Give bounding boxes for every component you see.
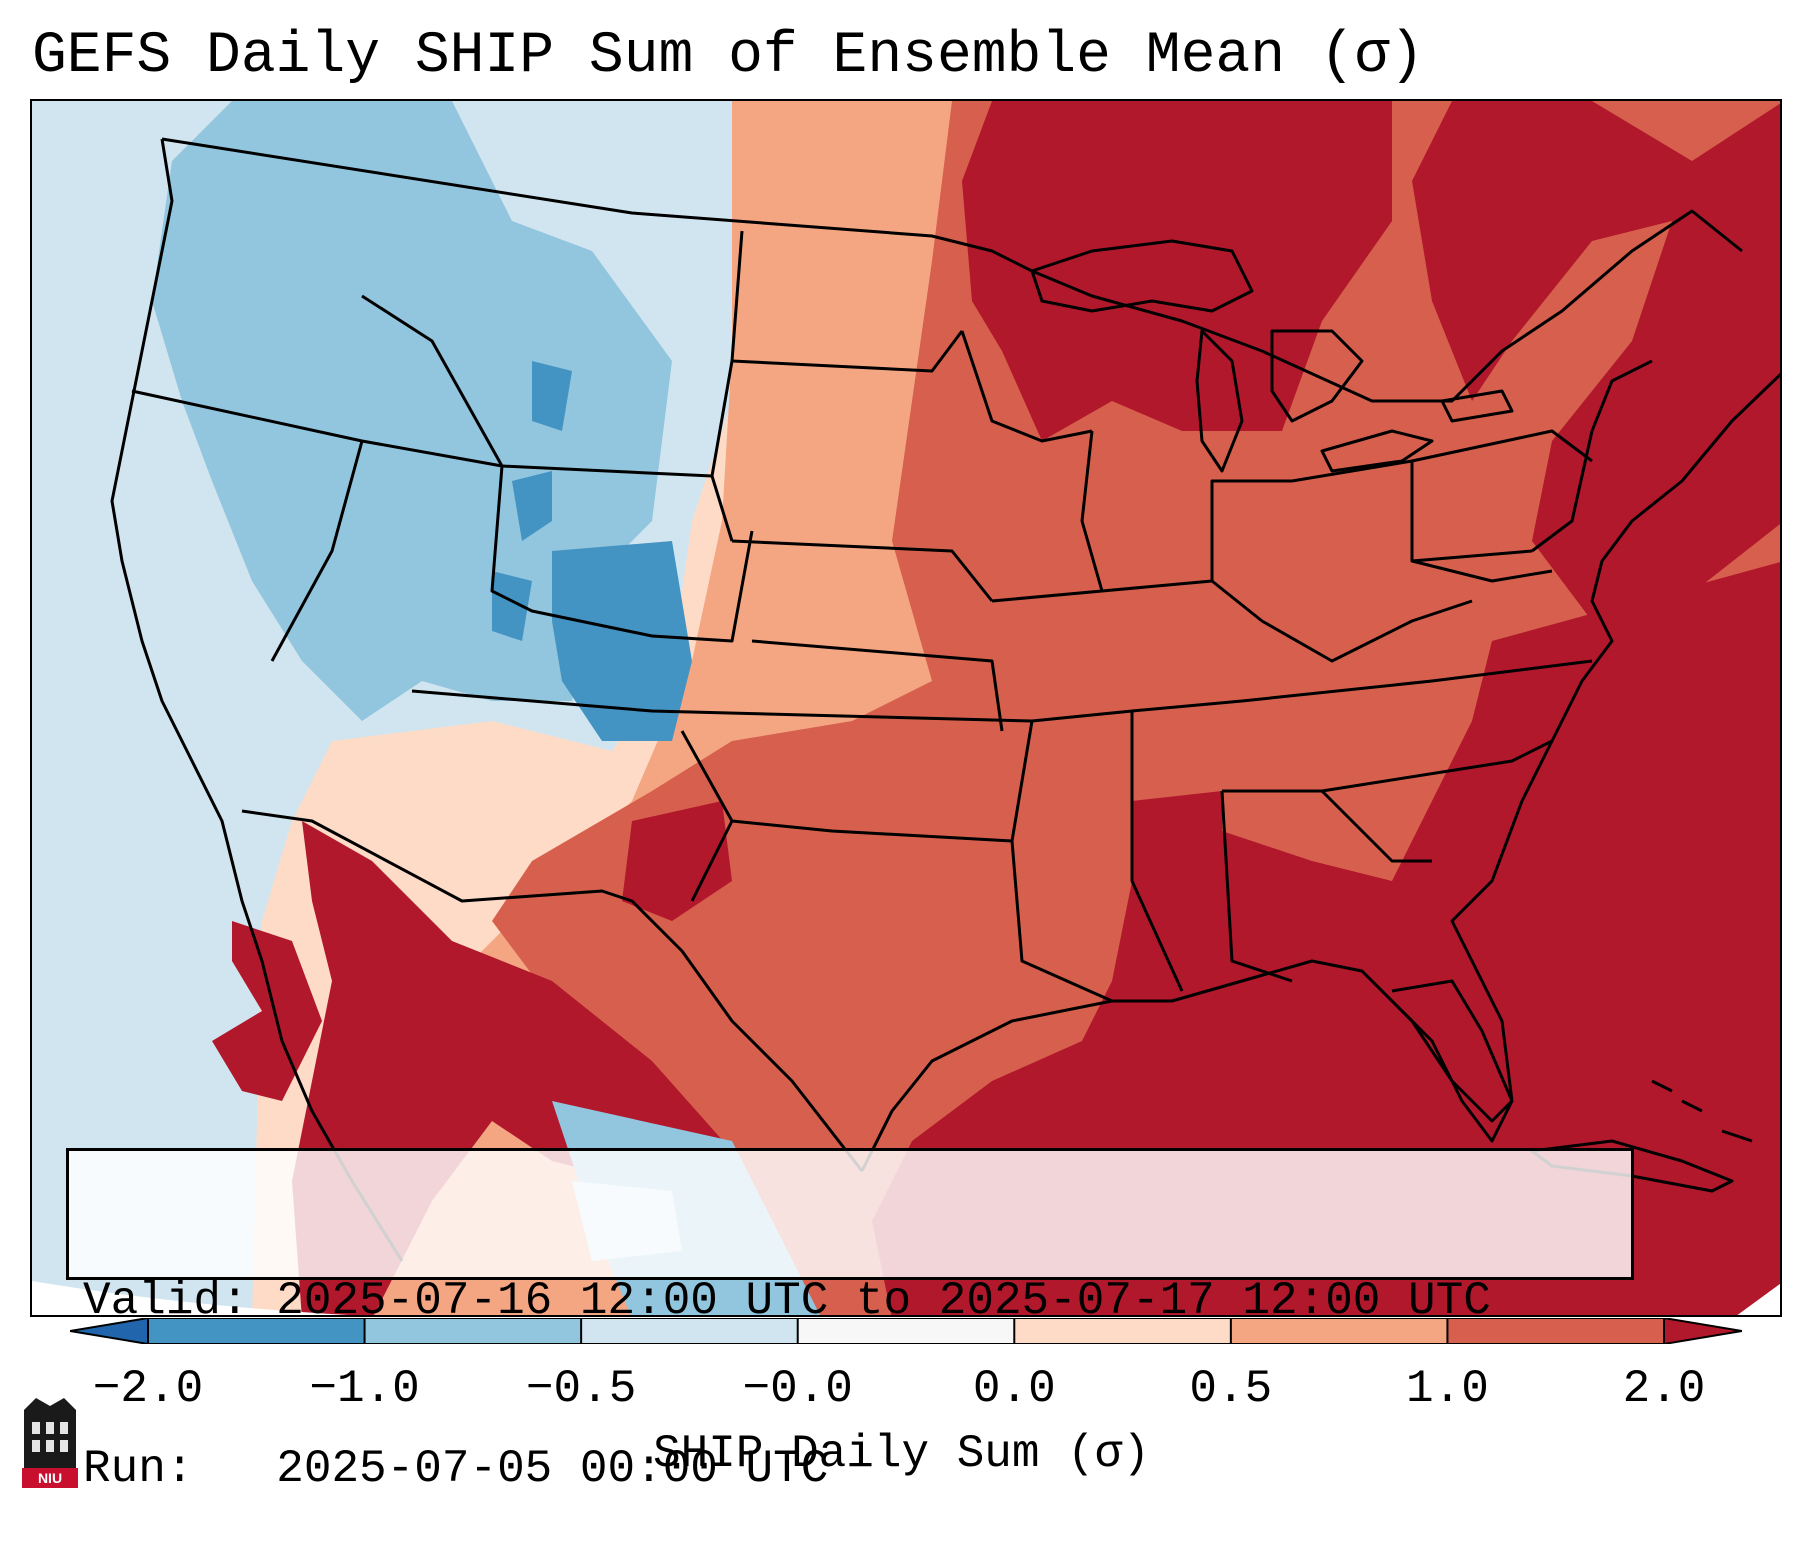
map-projection-edge-east: [1737, 1283, 1780, 1315]
run-time-line: Run: 2025-07-05 00:00 UTC: [83, 1443, 829, 1495]
field-negative-colorado: [552, 541, 692, 741]
colorbar-bin: [1230, 1318, 1448, 1344]
field-extreme-northeast-coast: [1412, 101, 1780, 621]
west-coast: [110, 138, 404, 1262]
colorbar-bin: [797, 1318, 1015, 1344]
islands: [1651, 1079, 1753, 1143]
lake-ontario: [1440, 389, 1514, 423]
logo-text: NIU: [38, 1470, 62, 1486]
anomaly-map: [32, 101, 1780, 1315]
colorbar-bin: [364, 1318, 582, 1344]
lake-huron: [1270, 329, 1364, 423]
colorbar-extend-low: [70, 1318, 148, 1344]
colorbar-tick-label: −2.0: [92, 1363, 204, 1415]
colorbar: [70, 1318, 1742, 1344]
colorbar-tick-label: 2.0: [1622, 1363, 1706, 1415]
gulf-coast: [860, 372, 1780, 1172]
boundary-lines: [110, 137, 1780, 1262]
field-extreme-mexico-pacific: [212, 921, 322, 1101]
colorbar-tick-label: −0.0: [742, 1363, 853, 1415]
colorbar-label: SHIP Daily Sum (σ): [653, 1428, 1150, 1480]
field-extreme-upper-midwest: [962, 101, 1392, 441]
map-title: GEFS Daily SHIP Sum of Ensemble Mean (σ): [32, 24, 1425, 89]
field-negative-idaho-spot: [532, 361, 572, 431]
map-area[interactable]: [30, 99, 1782, 1317]
colorbar-tick-label: 1.0: [1406, 1363, 1489, 1415]
colorbar-bin: [1447, 1318, 1665, 1344]
florida: [1391, 979, 1514, 1143]
valid-time-box: Valid: 2025-07-16 12:00 UTC to 2025-07-1…: [66, 1148, 1634, 1495]
field-extreme-lower-mississippi: [1112, 791, 1222, 1021]
colorbar-bin: [581, 1318, 799, 1344]
lake-superior: [1030, 239, 1254, 313]
colorbar-tick-label: 0.5: [1189, 1363, 1273, 1415]
colorbar-ticks: [147, 1318, 1665, 1344]
field-strong-new-mexico: [622, 801, 732, 921]
map-projection-edge: [32, 1281, 349, 1315]
colorbar-tick-label: −0.5: [525, 1363, 637, 1415]
colorbar-tick-label: −1.0: [309, 1363, 420, 1415]
colorbar-extend-high: [1664, 1318, 1742, 1344]
lake-michigan: [1195, 329, 1244, 473]
lake-erie: [1320, 429, 1434, 473]
colorbar-tick-label: 0.0: [972, 1363, 1056, 1415]
niu-logo-icon: NIU: [22, 1398, 78, 1488]
us-canada-border: [161, 137, 1743, 403]
colorbar-bin: [1014, 1318, 1232, 1344]
field-negative-wyoming-spot: [512, 471, 552, 541]
field-extreme-southeast: [872, 562, 1780, 1315]
colorbar-swatches: [70, 1318, 1742, 1344]
field-negative-utah-spot: [492, 571, 532, 641]
field-moderate-negative-northwest: [152, 101, 672, 721]
colorbar-bin: [148, 1318, 366, 1344]
us-mexico-border: [241, 809, 864, 1172]
